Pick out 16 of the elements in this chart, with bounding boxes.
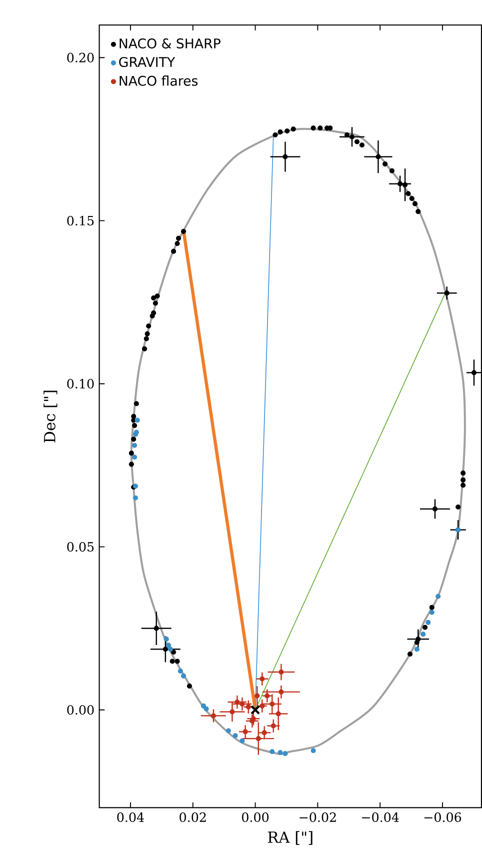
y-tick-label: 0.05 xyxy=(67,542,94,552)
x-tick-label: −0.02 xyxy=(300,812,336,822)
y-axis-title: Dec ["] xyxy=(44,390,58,442)
y-tick-label: 0.20 xyxy=(67,52,94,62)
x-tick-label: 0.02 xyxy=(180,812,206,822)
x-axis-title: RA ["] xyxy=(268,831,312,845)
y-tick-label: 0.00 xyxy=(67,705,94,715)
legend-label: GRAVITY xyxy=(119,56,176,68)
legend-label: NACO & SHARP xyxy=(120,38,220,48)
x-tick-label: −0.06 xyxy=(424,812,462,822)
x-tick-label: 0.00 xyxy=(242,812,269,822)
legend-label: NACO flares xyxy=(120,76,198,86)
y-tick-label: 0.10 xyxy=(67,378,94,389)
x-tick-label: −0.04 xyxy=(362,812,399,822)
x-tick-label: 0.04 xyxy=(117,812,144,822)
y-tick-label: 0.15 xyxy=(67,216,94,226)
